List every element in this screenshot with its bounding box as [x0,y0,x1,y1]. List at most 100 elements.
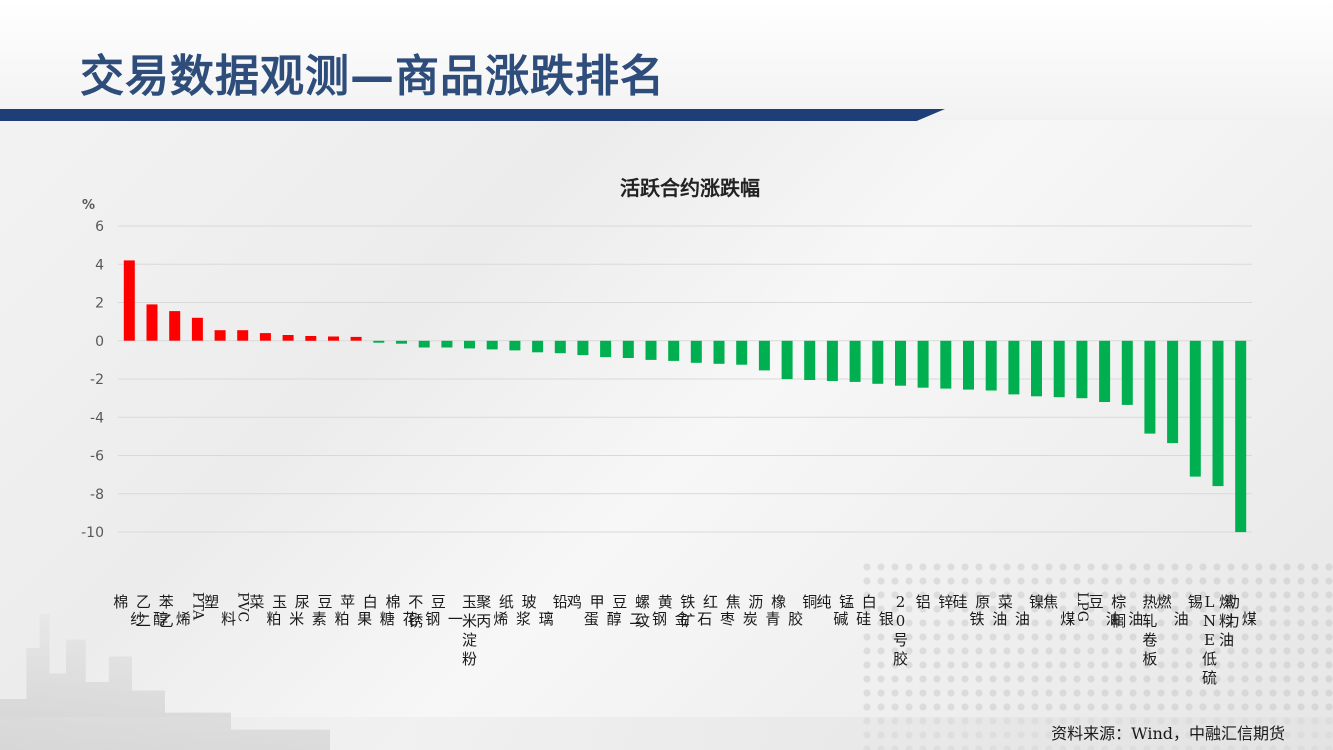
x-category-label-text: 菜粕 [249,593,281,628]
x-category-label: 焦炭 [726,593,758,628]
bar [350,336,362,341]
x-category-label: 不锈钢 [408,593,440,630]
x-category-label-text: 玻璃 [522,593,554,628]
x-category-label-text: 苹果 [340,593,372,628]
bar [418,340,430,348]
x-category-label-text: 黄金 [658,593,690,628]
bar [1053,340,1065,398]
x-category-label: 螺纹钢 [635,593,667,630]
bar [282,335,294,341]
x-category-label: PTA [189,592,205,621]
x-category-label-text: 玉米淀粉 [462,593,477,668]
x-category-label-text: 豆粕 [317,593,349,628]
x-category-label-text: 豆一 [431,593,463,628]
bar [396,340,407,344]
x-category-label: 热轧卷板 [1142,593,1157,668]
x-category-label-text: 红枣 [703,593,735,628]
bar [849,340,861,382]
x-category-label-text: 鸡蛋 [567,593,599,628]
bar [917,340,929,388]
bar [781,340,793,380]
bar [1099,340,1111,402]
bar [1189,340,1201,477]
x-category-label: 铜 [802,593,817,611]
y-axis-unit-label: % [82,198,95,213]
x-category-label: 菜油 [998,593,1030,628]
bar [963,340,974,390]
x-category-label: 硅铁 [952,593,984,628]
x-category-label-text: 锌 [938,593,953,611]
bar [1235,340,1247,533]
y-tick-label: 4 [95,257,104,273]
x-category-label: L N E 低硫燃料油 [1202,593,1234,687]
x-category-label: 白银 [862,593,894,628]
bar [1212,340,1224,487]
x-category-label-text: 2 0 号胶 [893,593,908,668]
x-category-label: 铁矿石 [680,593,712,630]
x-category-label: 锡 [1188,593,1203,611]
x-category-label-text: 纯碱 [816,593,848,628]
x-category-label: 玉米 [272,593,304,628]
x-category-label: 动力煤 [1225,593,1257,630]
x-category-label-text: 豆油 [1089,593,1121,628]
x-category-label-text: 热轧卷板 [1142,593,1157,668]
bar [532,340,544,353]
x-category-label: 铝 [916,593,931,611]
bar [1031,340,1042,397]
x-category-label: 豆一 [431,593,463,628]
x-category-label: 2 0 号胶 [893,593,908,668]
x-category-label-text: 纸浆 [499,593,531,628]
x-category-label: 锰硅 [839,593,871,628]
bar [486,340,498,350]
x-category-label: 锌 [938,593,953,611]
footer-strip [0,717,1333,750]
y-tick-label: 6 [95,219,104,235]
bar [577,340,589,356]
x-category-label-text: 豆二 [612,593,644,628]
x-category-label-text: 不锈钢 [408,593,440,630]
header-band [0,0,1333,120]
bar [1167,340,1179,444]
x-category-label-text: 棉花 [385,593,417,628]
y-tick-label: -8 [90,487,104,503]
y-axis-ticks: 6 4 2 0 -2 -4 -6 -8 -10 [81,219,104,541]
x-category-label-text: 铅 [553,593,568,611]
x-category-label-text: 镍 [1029,593,1044,611]
x-category-label: 菜粕 [249,593,281,628]
bar [872,340,884,384]
x-category-label-text: 铜 [802,593,817,611]
x-category-label-text: 尿素 [295,593,327,628]
bar [736,340,748,365]
bar [826,340,838,381]
x-category-label-text: 白糖 [363,593,395,628]
bar [713,340,725,364]
x-category-label: 棉花 [385,593,417,628]
y-tick-label: -4 [90,410,104,426]
y-tick-label: 0 [95,334,104,350]
x-category-label: 燃油 [1157,593,1189,628]
x-category-label-text: 甲醇 [590,593,622,628]
x-category-label-text: 锡 [1188,593,1203,611]
bar [259,333,271,341]
x-category-label-text: 聚丙烯 [476,593,508,630]
x-category-label-text: 玉米 [272,593,304,628]
x-category-label: 玉米淀粉 [462,593,477,668]
x-category-label-text: 棉纱 [113,593,145,628]
x-category-label-text: 燃油 [1157,593,1189,628]
x-category-label-text: 动力煤 [1225,593,1257,630]
bar [804,340,816,380]
x-category-label: 铅 [553,593,568,611]
bar [940,340,952,389]
bar [1121,340,1133,405]
y-tick-label: -2 [90,372,104,388]
x-category-label: 橡胶 [771,593,803,628]
x-category-label: 原油 [975,593,1007,628]
x-category-label: 苯乙烯 [159,593,191,630]
bar [758,340,770,371]
x-category-label-text: PTA [189,592,205,621]
chart-bars [123,260,1247,533]
bar [668,340,680,361]
x-category-label-text: 白银 [862,593,894,628]
x-category-label: 甲醇 [590,593,622,628]
x-category-label-text: 螺纹钢 [635,593,667,630]
